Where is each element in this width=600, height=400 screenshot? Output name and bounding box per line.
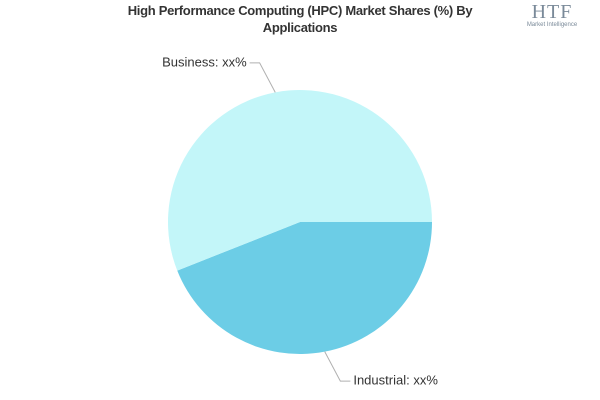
chart-title: High Performance Computing (HPC) Market … (127, 3, 473, 35)
slice-label: Industrial: xx% (353, 373, 438, 388)
logo-name: HTF (531, 1, 573, 23)
logo: HTF Market Intelligence (522, 2, 582, 29)
slice-label: Business: xx% (162, 54, 247, 69)
logo-tagline: Market Intelligence (526, 22, 578, 28)
leader-line (324, 351, 351, 382)
leader-line (249, 62, 276, 93)
pie-slice (177, 222, 432, 355)
pie-slice (168, 90, 432, 271)
